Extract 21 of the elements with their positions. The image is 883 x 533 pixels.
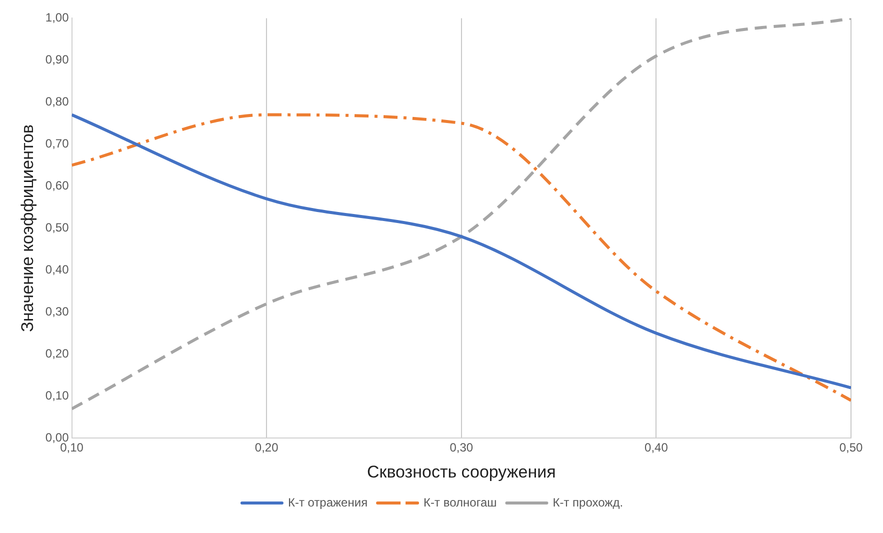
x-tick-label: 0,10 [60, 440, 84, 455]
y-tick-label: 0,90 [45, 52, 70, 67]
legend-label: К-т отражения [288, 495, 368, 510]
y-tick-label: 0,70 [45, 136, 70, 151]
y-tick-label: 0,20 [45, 346, 70, 361]
y-tick-label: 0,50 [45, 220, 70, 235]
x-axis-title: Сквозность сооружения [366, 462, 556, 482]
x-tick-label: 0,20 [254, 440, 279, 455]
x-tick-label: 0,50 [839, 440, 863, 455]
y-tick-label: 0,80 [45, 94, 70, 109]
y-tick-label: 0,30 [45, 304, 70, 319]
line-series [72, 18, 851, 410]
x-tick-label: 0,30 [450, 440, 474, 455]
legend-label: К-т прохожд. [552, 495, 624, 510]
y-tick-label: 1,00 [45, 10, 70, 25]
y-tick-label: 0,60 [45, 178, 70, 193]
legend-label: К-т волногаш [424, 495, 497, 510]
y-tick-label: 0,40 [45, 262, 70, 277]
y-tick-label: 0,10 [45, 388, 70, 403]
y-axis-title: Значение коэффициентов [18, 124, 37, 332]
x-tick-label: 0,40 [644, 440, 668, 455]
